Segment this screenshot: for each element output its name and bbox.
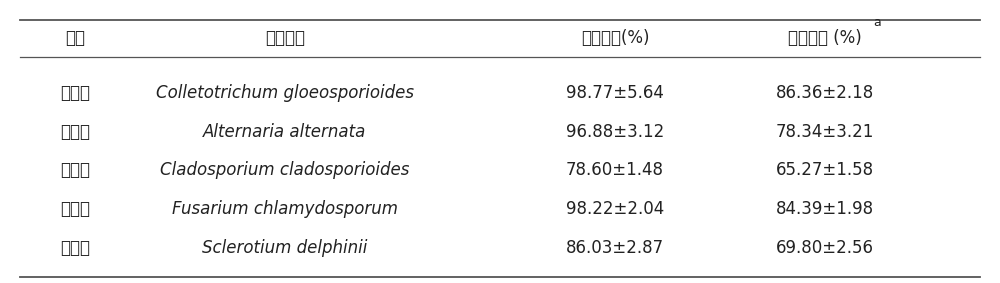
Text: 白絡病: 白絡病 (60, 239, 90, 257)
Text: 叶班病: 叶班病 (60, 161, 90, 179)
Text: 78.60±1.48: 78.60±1.48 (566, 161, 664, 179)
Text: 98.77±5.64: 98.77±5.64 (566, 84, 664, 102)
Text: 69.80±2.56: 69.80±2.56 (776, 239, 874, 257)
Text: 根腐病: 根腐病 (60, 200, 90, 218)
Text: 84.39±1.98: 84.39±1.98 (776, 200, 874, 218)
Text: 78.34±3.21: 78.34±3.21 (776, 123, 874, 141)
Text: 抑制效果(%): 抑制效果(%) (581, 29, 649, 47)
Text: 86.36±2.18: 86.36±2.18 (776, 84, 874, 102)
Text: 96.88±3.12: 96.88±3.12 (566, 123, 664, 141)
Text: 86.03±2.87: 86.03±2.87 (566, 239, 664, 257)
Text: Sclerotium delphinii: Sclerotium delphinii (202, 239, 368, 257)
Text: 梢枯病: 梢枯病 (60, 123, 90, 141)
Text: 病害: 病害 (65, 29, 85, 47)
Text: Colletotrichum gloeosporioides: Colletotrichum gloeosporioides (156, 84, 414, 102)
Text: Cladosporium cladosporioides: Cladosporium cladosporioides (160, 161, 410, 179)
Text: 病原真菌: 病原真菌 (265, 29, 305, 47)
Text: Fusarium chlamydosporum: Fusarium chlamydosporum (172, 200, 398, 218)
Text: 炭疽病: 炭疽病 (60, 84, 90, 102)
Text: Alternaria alternata: Alternaria alternata (203, 123, 367, 141)
Text: 98.22±2.04: 98.22±2.04 (566, 200, 664, 218)
Text: 抑制效果 (%): 抑制效果 (%) (788, 29, 862, 47)
Text: 65.27±1.58: 65.27±1.58 (776, 161, 874, 179)
Text: a: a (873, 16, 881, 29)
